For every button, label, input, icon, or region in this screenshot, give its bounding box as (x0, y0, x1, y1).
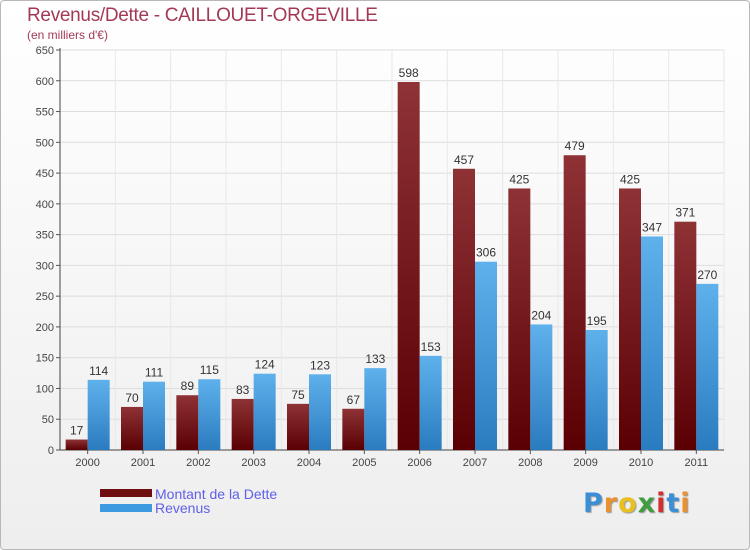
y-tick-label: 400 (36, 199, 54, 211)
data-label: 133 (365, 352, 385, 366)
bar-dette (397, 82, 420, 450)
bar-dette (453, 168, 475, 450)
bar-revenus (253, 373, 276, 450)
logo-letter: x (637, 488, 657, 519)
data-label: 479 (565, 139, 585, 153)
y-tick-label: 250 (36, 291, 54, 303)
bar-dette (65, 439, 88, 450)
x-tick-label: 2005 (352, 457, 376, 469)
y-tick-label: 150 (36, 353, 54, 365)
chart-title: Revenus/Dette - CAILLOUET-ORGEVILLE (27, 5, 378, 26)
data-label: 425 (509, 172, 529, 186)
data-label: 153 (421, 340, 441, 354)
data-label: 115 (200, 363, 219, 377)
logo-letter: o (618, 488, 638, 519)
y-tick-label: 50 (42, 414, 54, 426)
x-tick-label: 2011 (685, 457, 709, 469)
data-labels: 17 114 70 111 89 115 83 124 75 123 67 133 598 153 457 3… (70, 66, 718, 438)
bar-dette (287, 403, 309, 450)
data-label: 67 (347, 393, 361, 407)
bar-dette (674, 221, 697, 450)
bar-revenus (585, 330, 608, 450)
y-tick-label: 550 (36, 107, 54, 119)
bars (65, 82, 719, 450)
data-label: 306 (476, 246, 496, 260)
y-tick-label: 300 (36, 260, 54, 272)
bar-revenus (419, 355, 442, 450)
logo-letter: P (583, 488, 604, 519)
y-tick-label: 500 (36, 137, 54, 149)
x-tick-label: 2002 (186, 457, 210, 469)
data-label: 195 (587, 314, 607, 328)
bar-revenus (309, 374, 331, 450)
x-tick-label: 2000 (75, 457, 99, 469)
x-tick-label: 2006 (407, 457, 431, 469)
data-label: 70 (125, 391, 139, 405)
x-tick-label: 2010 (629, 457, 653, 469)
x-tick-label: 2001 (131, 457, 155, 469)
data-label: 371 (675, 206, 695, 220)
legend-swatch-revenus (100, 504, 152, 512)
bar-revenus (475, 261, 497, 450)
y-tick-label: 0 (48, 445, 54, 457)
axes: 0 50 100 150 200 250 300 350 400 450 500 550 600 650 2… (36, 45, 724, 469)
bar-dette (563, 155, 586, 450)
bar-dette (176, 395, 199, 450)
bar-dette (508, 188, 531, 450)
bar-revenus (198, 379, 221, 450)
data-label: 89 (181, 379, 195, 393)
data-label: 425 (620, 172, 640, 186)
bar-dette (342, 408, 365, 450)
bar-revenus (364, 368, 387, 450)
x-tick-label: 2009 (573, 457, 597, 469)
y-tick-label: 200 (36, 322, 54, 334)
y-tick-label: 450 (36, 168, 54, 180)
bar-dette (121, 406, 143, 450)
y-tick-label: 100 (36, 383, 54, 395)
grid-lines (59, 49, 725, 451)
logo-letter: i (680, 488, 691, 519)
data-label: 347 (642, 220, 662, 234)
bar-revenus (87, 379, 110, 450)
y-tick-label: 350 (36, 230, 54, 242)
bar-revenus (696, 283, 719, 450)
data-label: 204 (531, 308, 551, 322)
legend-label-revenus: Revenus (155, 500, 211, 516)
data-label: 83 (236, 383, 250, 397)
x-tick-label: 2008 (518, 457, 542, 469)
chart-unit-label: (en milliers d'€) (27, 28, 108, 42)
x-tick-label: 2003 (241, 457, 265, 469)
bar-revenus (143, 381, 165, 450)
bar-revenus (530, 324, 553, 450)
data-label: 111 (145, 366, 164, 380)
legend-swatch-debt (100, 489, 152, 497)
data-label: 75 (291, 388, 305, 402)
bar-dette (231, 398, 254, 450)
y-tick-label: 650 (36, 45, 54, 57)
logo-letter: i (656, 488, 667, 519)
data-label: 124 (255, 358, 275, 372)
data-label: 17 (70, 424, 84, 438)
data-label: 457 (454, 153, 474, 167)
bar-revenus (641, 236, 663, 450)
bar-dette (619, 188, 641, 450)
data-label: 114 (89, 364, 108, 378)
y-tick-label: 600 (36, 76, 54, 88)
logo-letter: r (603, 488, 619, 519)
proxiti-logo: Proxiti (583, 488, 691, 519)
data-label: 123 (310, 358, 330, 372)
x-tick-label: 2007 (463, 457, 487, 469)
legend-label-debt: Montant de la Dette (155, 486, 278, 502)
logo-letter: t (666, 488, 681, 519)
data-label: 598 (399, 66, 419, 80)
data-label: 270 (697, 268, 717, 282)
x-tick-label: 2004 (297, 457, 321, 469)
